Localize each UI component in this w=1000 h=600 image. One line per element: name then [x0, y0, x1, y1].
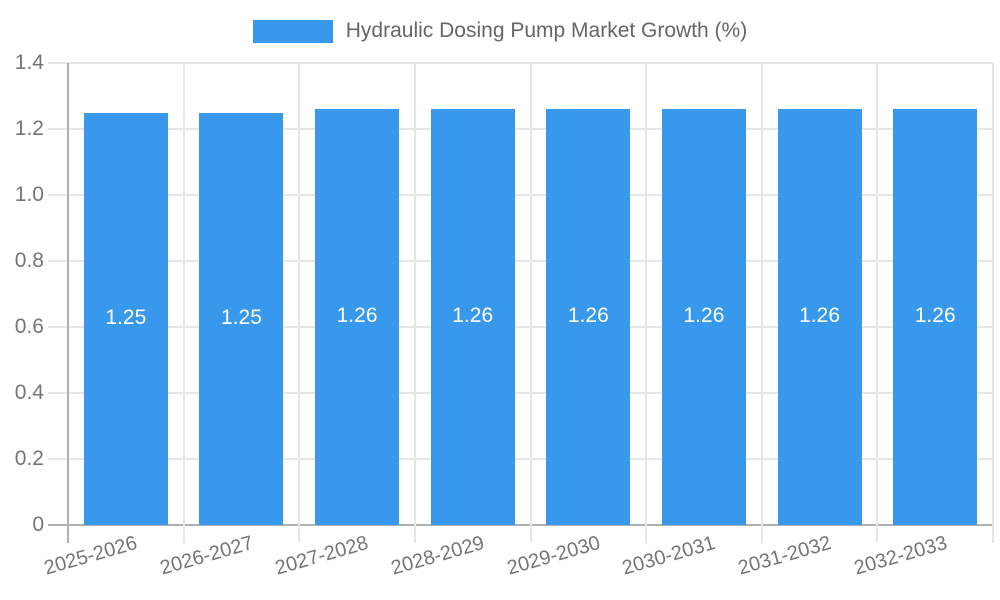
x-gridline: [760, 63, 763, 543]
bar: [777, 109, 862, 525]
legend-color-swatch: [252, 19, 333, 43]
bar-value-label: 1.26: [914, 304, 956, 328]
y-gridline: [48, 260, 993, 262]
y-gridline: [48, 62, 993, 64]
bar-value-label: 1.25: [105, 305, 147, 329]
bar: [546, 109, 631, 525]
y-axis-line: [67, 63, 69, 543]
x-axis-tick-label: 2028-2029: [388, 532, 487, 580]
y-axis-tick-label: 0.8: [14, 249, 44, 272]
x-axis-tick-label: 2025-2026: [41, 532, 140, 580]
y-axis-tick-label: 1.4: [14, 51, 44, 74]
bar-value-label: 1.26: [683, 304, 725, 328]
y-gridline: [48, 392, 993, 394]
chart-legend-item[interactable]: Hydraulic Dosing Pump Market Growth (%): [0, 17, 1000, 45]
bar-value-label: 1.26: [336, 304, 378, 328]
x-axis-tick-label: 2029-2030: [504, 532, 603, 580]
bar-value-label: 1.26: [567, 304, 609, 328]
y-axis-tick-label: 1.0: [14, 183, 44, 206]
x-axis-tick-label: 2030-2031: [619, 532, 719, 580]
bar: [315, 109, 400, 525]
bar: [893, 109, 978, 525]
y-axis-tick-label: 0: [32, 513, 44, 536]
x-axis-line: [48, 524, 993, 526]
x-axis-tick-label: 2027-2028: [273, 532, 372, 580]
legend-label: Hydraulic Dosing Pump Market Growth (%): [345, 19, 748, 42]
x-axis-tick-label: 2026-2027: [157, 532, 256, 580]
bar: [430, 109, 515, 525]
x-gridline: [413, 63, 416, 543]
x-gridline: [645, 63, 648, 543]
x-gridline: [298, 63, 301, 543]
bar-value-label: 1.25: [221, 305, 262, 329]
x-gridline: [876, 63, 879, 543]
y-axis-tick-label: 1.2: [14, 117, 44, 140]
bar: [83, 112, 168, 525]
y-gridline: [48, 128, 993, 130]
x-axis-tick-label: 2031-2032: [735, 532, 834, 580]
y-axis-tick-label: 0.2: [14, 447, 44, 470]
y-axis-tick-label: 0.6: [14, 315, 44, 338]
bar-value-label: 1.26: [452, 304, 494, 328]
x-gridline: [182, 63, 185, 543]
y-axis-tick-label: 0.4: [14, 381, 44, 404]
bar: [199, 112, 284, 525]
bar: [661, 109, 746, 525]
x-axis-tick-label: 2032-2033: [851, 532, 950, 580]
y-gridline: [48, 458, 993, 460]
bar-value-label: 1.26: [799, 304, 840, 328]
y-gridline: [48, 326, 993, 328]
y-gridline: [48, 194, 993, 196]
x-gridline: [992, 63, 994, 543]
x-gridline: [529, 63, 532, 543]
